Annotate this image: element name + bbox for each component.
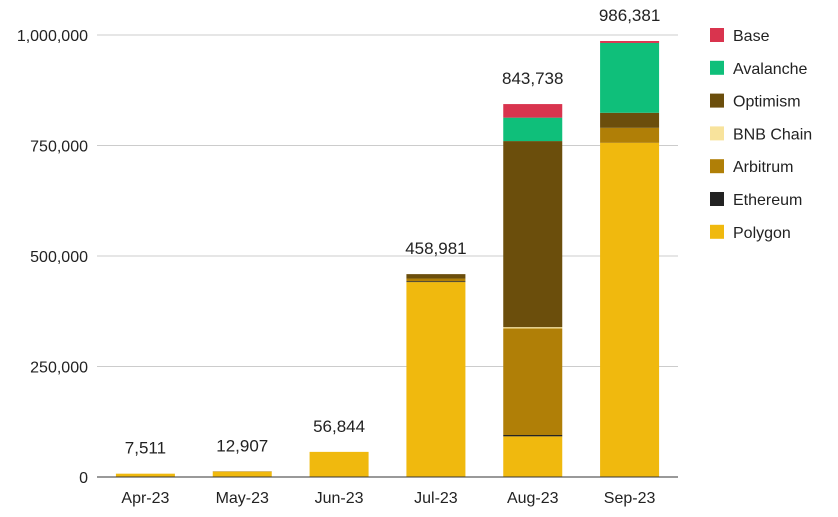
legend-swatch xyxy=(710,224,724,239)
bar-segment-base xyxy=(600,41,660,43)
x-tick-label: Apr-23 xyxy=(121,490,169,507)
total-data-label: 986,381 xyxy=(599,6,660,25)
legend-label: Optimism xyxy=(733,94,801,111)
legend-label: Base xyxy=(733,28,770,45)
bar-segment-polygon xyxy=(600,142,660,477)
y-tick-label: 250,000 xyxy=(30,360,88,377)
legend-swatch xyxy=(710,126,724,141)
bar-segment-arbitrum xyxy=(503,328,563,436)
bar-segment-optimism xyxy=(503,141,563,328)
bar-segment-arbitrum xyxy=(600,127,660,143)
legend-label: BNB Chain xyxy=(733,126,812,143)
y-tick-label: 0 xyxy=(79,470,88,487)
x-tick-label: Jun-23 xyxy=(315,490,364,507)
y-tick-label: 500,000 xyxy=(30,249,88,266)
legend-label: Avalanche xyxy=(733,61,808,78)
total-data-label: 843,738 xyxy=(502,69,563,88)
bar-segment-arbitrum xyxy=(406,278,466,282)
bar-segment-ethereum xyxy=(406,281,466,283)
x-tick-label: Sep-23 xyxy=(604,490,656,507)
bar-segment-bnb-chain xyxy=(503,327,563,329)
x-tick-label: May-23 xyxy=(216,490,269,507)
y-tick-label: 1,000,000 xyxy=(17,28,88,45)
total-data-label: 56,844 xyxy=(313,417,365,436)
x-tick-label: Aug-23 xyxy=(507,490,559,507)
bar-segment-avalanche xyxy=(503,117,563,142)
total-data-label: 12,907 xyxy=(216,436,268,455)
bar-segment-polygon xyxy=(406,282,466,477)
bar-segment-polygon xyxy=(503,436,563,477)
bar-segment-polygon xyxy=(309,451,369,477)
legend-label: Ethereum xyxy=(733,192,802,209)
x-tick-label: Jul-23 xyxy=(414,490,458,507)
legend-swatch xyxy=(710,192,724,206)
y-tick-label: 750,000 xyxy=(30,139,88,156)
bar-segment-avalanche xyxy=(600,42,660,113)
bar-segment-polygon xyxy=(115,473,175,477)
bar-segment-polygon xyxy=(212,471,272,477)
legend-swatch xyxy=(710,159,724,174)
legend-swatch xyxy=(710,28,724,42)
bar-segment-optimism xyxy=(406,274,466,279)
legend-label: Arbitrum xyxy=(733,159,793,176)
bar-segment-ethereum xyxy=(503,435,563,437)
legend-label: Polygon xyxy=(733,225,791,242)
total-data-label: 7,511 xyxy=(125,439,166,458)
bar-segment-base xyxy=(503,104,563,118)
legend-swatch xyxy=(710,93,724,108)
total-data-label: 458,981 xyxy=(405,239,466,258)
bar-segment-optimism xyxy=(600,112,660,128)
legend-swatch xyxy=(710,60,724,75)
